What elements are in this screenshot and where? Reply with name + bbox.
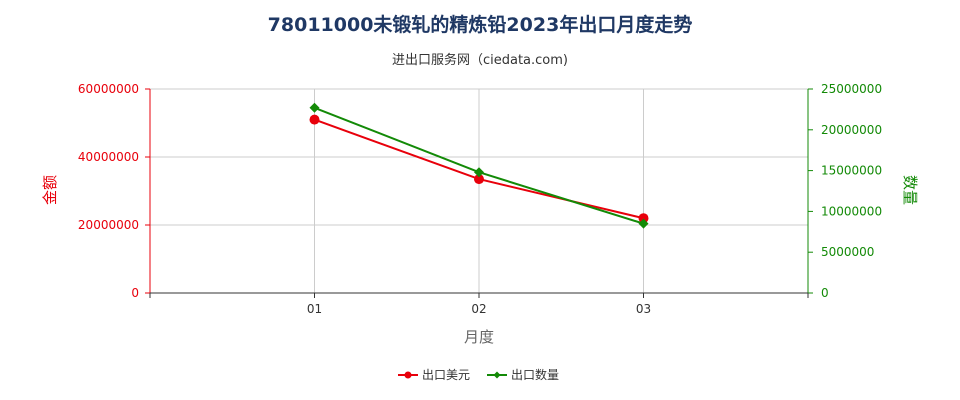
y-axis-left-title: 金额 — [41, 175, 59, 205]
legend-label-1: 出口美元 — [422, 368, 470, 382]
y-right-tick-label: 15000000 — [821, 164, 882, 178]
y-left-tick-label: 0 — [131, 286, 139, 300]
data-point-2 — [474, 167, 484, 178]
y-right-tick-label: 20000000 — [821, 123, 882, 137]
chart-title: 78011000未锻轧的精炼铅2023年出口月度走势 — [267, 14, 693, 36]
legend-marker-2 — [493, 371, 501, 379]
grid-lines — [150, 88, 808, 294]
y-left-tick-label: 20000000 — [78, 218, 139, 232]
y-left-tick-label: 60000000 — [78, 82, 139, 96]
y-right-tick-label: 10000000 — [821, 204, 882, 218]
y-right-tick-label: 25000000 — [821, 82, 882, 96]
axes — [145, 88, 813, 298]
legend-label-2: 出口数量 — [511, 367, 559, 382]
legend: 出口美元 出口数量 — [398, 367, 559, 382]
chart-subtitle: 进出口服务网（ciedata.com) — [391, 53, 568, 68]
data-point-2 — [309, 102, 320, 113]
y-right-tick-label: 0 — [821, 286, 829, 300]
x-tick-label: 02 — [471, 302, 486, 316]
tick-labels: 0 20000000 40000000 60000000 01 02 03 0 5000000 1… — [78, 82, 882, 316]
series-group — [309, 102, 649, 229]
data-point-1 — [309, 114, 320, 125]
legend-marker-1 — [404, 371, 412, 379]
data-point-1 — [638, 213, 649, 224]
x-tick-label: 01 — [307, 302, 322, 316]
x-axis-title: 月度 — [464, 328, 494, 346]
y-axis-right-title: 数量 — [901, 175, 919, 205]
data-point-1 — [474, 174, 484, 185]
y-left-tick-label: 40000000 — [78, 150, 139, 164]
x-tick-label: 03 — [636, 302, 651, 316]
y-right-tick-label: 5000000 — [821, 245, 874, 259]
data-point-2 — [638, 218, 649, 229]
